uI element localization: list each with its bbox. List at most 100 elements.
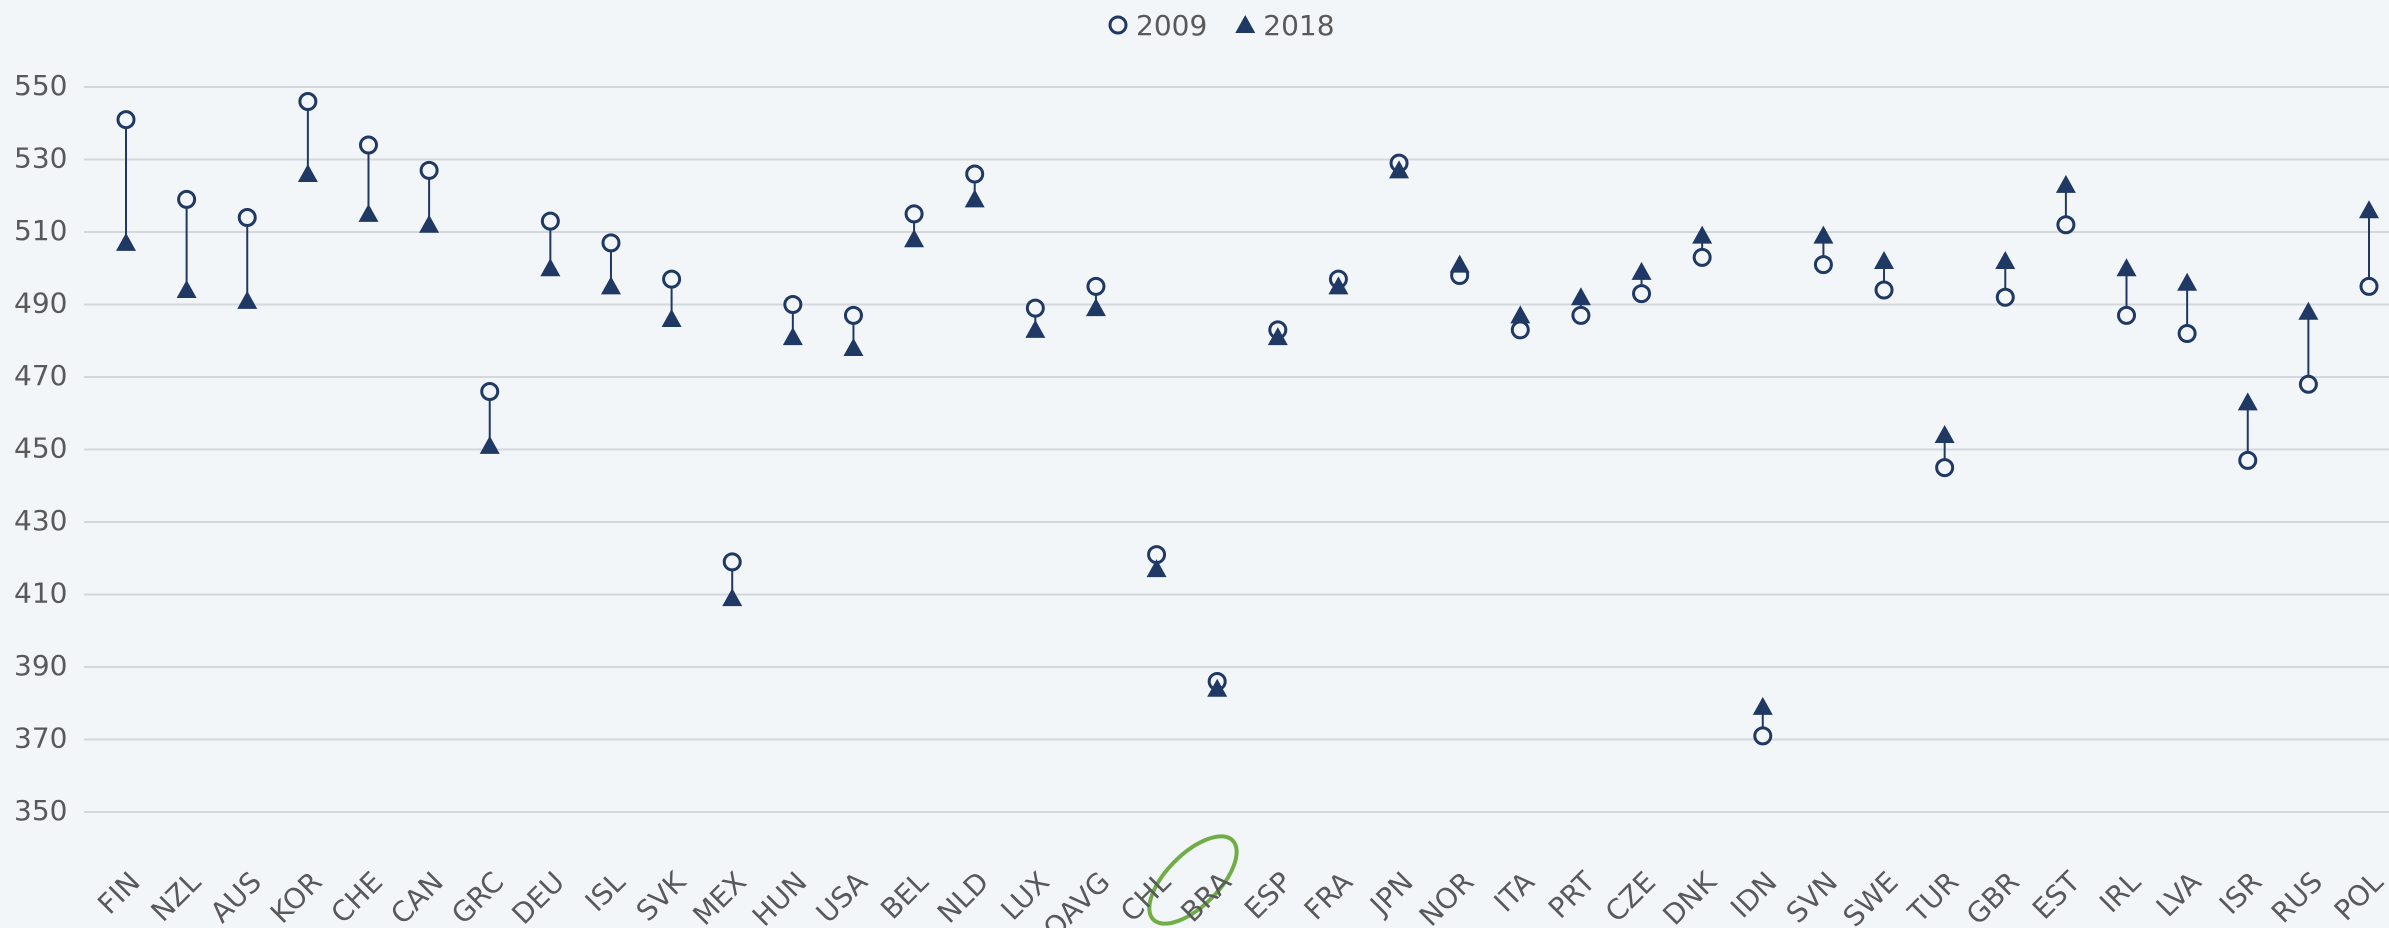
legend-marker (1108, 15, 1128, 35)
x-tick-label: ESP (1238, 865, 1298, 925)
marker-triangle (116, 232, 136, 251)
marker-triangle (1692, 225, 1713, 244)
x-tick-label: DNK (1656, 865, 1723, 928)
x-tick-label: JPN (1362, 865, 1419, 922)
marker-triangle (964, 189, 985, 208)
marker-triangle (1752, 696, 1773, 715)
x-tick-label: ITA (1488, 865, 1541, 918)
marker-circle (601, 233, 621, 253)
marker-triangle (2116, 258, 2137, 277)
marker-circle (358, 135, 378, 155)
x-tick-label: MEX (686, 865, 752, 928)
highlight-ellipse (1147, 834, 1239, 926)
x-tick-label: PRT (1542, 865, 1602, 925)
y-tick-label: 350 (14, 794, 67, 827)
x-tick-label: CZE (1599, 865, 1662, 928)
x-tick-label: ISL (579, 865, 632, 918)
y-tick-label: 430 (14, 504, 67, 537)
marker-circle (1753, 726, 1773, 746)
x-tick-label: SWE (1837, 865, 1905, 928)
marker-triangle (1510, 305, 1531, 324)
marker-circle (1874, 280, 1894, 300)
marker-triangle (1449, 254, 1470, 273)
x-tick-label: CHL (1114, 865, 1177, 928)
marker-triangle (1631, 261, 1652, 280)
marker-triangle (479, 435, 500, 454)
marker-circle (1632, 284, 1652, 304)
marker-triangle (661, 309, 682, 327)
y-tick-label: 410 (14, 577, 67, 610)
marker-triangle (722, 588, 743, 607)
y-tick-label: 550 (14, 69, 67, 102)
x-tick-label: POL (2328, 865, 2389, 927)
y-tick-label: 510 (14, 214, 67, 247)
marker-circle (2359, 276, 2379, 296)
x-tick-label: EST (2026, 865, 2087, 926)
marker-triangle (600, 276, 621, 295)
marker-circle (1086, 276, 1106, 296)
x-tick-label: USA (810, 865, 874, 928)
x-tick-label: DEU (505, 865, 571, 928)
marker-triangle (1570, 287, 1591, 306)
x-tick-label: KOR (264, 865, 329, 928)
x-tick-label: SVN (1780, 865, 1844, 928)
x-tick-label: BEL (874, 865, 935, 926)
marker-circle (1995, 287, 2015, 307)
marker-triangle (297, 164, 318, 182)
marker-triangle (2237, 392, 2258, 411)
marker-triangle (419, 214, 440, 233)
y-tick-label: 370 (14, 722, 67, 755)
marker-triangle (1085, 298, 1106, 317)
marker-triangle (176, 280, 197, 298)
x-tick-label: AUS (204, 865, 268, 928)
marker-triangle (782, 327, 803, 346)
y-tick-label: 390 (14, 649, 67, 682)
marker-circle (480, 382, 500, 401)
marker-circle (2056, 215, 2076, 235)
marker-circle (1813, 255, 1833, 275)
marker-circle (419, 160, 439, 180)
marker-triangle (1025, 319, 1046, 338)
x-tick-label: NLD (931, 865, 995, 928)
marker-circle (540, 211, 560, 231)
x-tick-label: IRL (2093, 865, 2147, 919)
marker-circle (662, 269, 682, 289)
marker-triangle (1146, 559, 1167, 578)
marker-triangle (2359, 200, 2379, 219)
marker-triangle (1995, 251, 2016, 269)
marker-circle (2298, 374, 2318, 394)
marker-circle (298, 92, 318, 111)
marker-triangle (358, 203, 379, 222)
marker-circle (783, 295, 803, 314)
marker-circle (2238, 450, 2258, 470)
x-tick-label: RUS (2265, 865, 2329, 928)
marker-triangle (1934, 425, 1955, 443)
marker-circle (237, 208, 257, 227)
marker-circle (843, 305, 863, 325)
marker-triangle (904, 229, 925, 248)
marker-circle (904, 204, 924, 224)
x-tick-label: TUR (1901, 865, 1965, 928)
x-tick-label: CHE (325, 865, 390, 928)
legend-marker (1235, 15, 1256, 33)
marker-circle (2117, 305, 2137, 325)
x-tick-label: LVA (2150, 865, 2208, 923)
marker-triangle (540, 258, 561, 277)
marker-circle (177, 189, 197, 209)
marker-circle (965, 164, 985, 184)
x-tick-label: OAVG (1037, 865, 1117, 928)
marker-triangle (237, 290, 258, 309)
x-tick-label: FIN (91, 865, 146, 920)
marker-triangle (843, 338, 864, 356)
y-tick-label: 530 (14, 142, 67, 175)
marker-circle (722, 552, 742, 572)
marker-circle (116, 110, 136, 130)
y-tick-label: 450 (14, 432, 67, 465)
marker-circle (1935, 458, 1955, 478)
marker-circle (2177, 324, 2197, 343)
x-tick-label: NZL (144, 865, 207, 928)
x-tick-label: GRC (445, 865, 510, 928)
y-tick-label: 470 (14, 359, 67, 392)
